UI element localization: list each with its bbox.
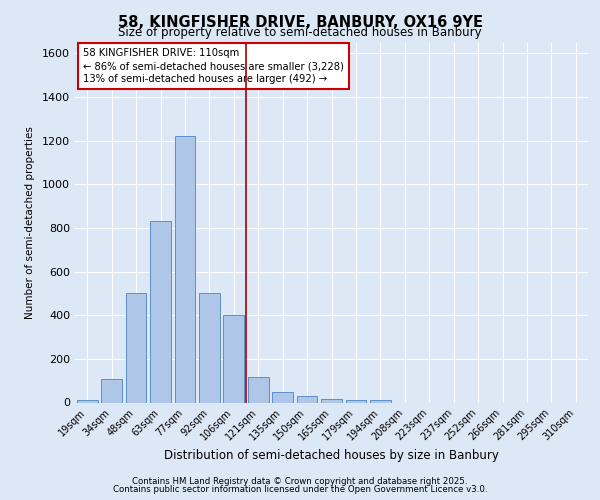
Text: 58 KINGFISHER DRIVE: 110sqm
← 86% of semi-detached houses are smaller (3,228)
13: 58 KINGFISHER DRIVE: 110sqm ← 86% of sem… xyxy=(83,48,344,84)
Bar xyxy=(199,294,220,403)
Text: Contains public sector information licensed under the Open Government Licence v3: Contains public sector information licen… xyxy=(113,485,487,494)
Text: 58, KINGFISHER DRIVE, BANBURY, OX16 9YE: 58, KINGFISHER DRIVE, BANBURY, OX16 9YE xyxy=(118,15,482,30)
Bar xyxy=(125,294,146,403)
Bar xyxy=(272,392,293,402)
Text: Contains HM Land Registry data © Crown copyright and database right 2025.: Contains HM Land Registry data © Crown c… xyxy=(132,477,468,486)
Y-axis label: Number of semi-detached properties: Number of semi-detached properties xyxy=(25,126,35,319)
Bar xyxy=(150,222,171,402)
Bar xyxy=(296,396,317,402)
Bar xyxy=(101,378,122,402)
Bar xyxy=(346,400,367,402)
Bar xyxy=(175,136,196,402)
Bar xyxy=(77,400,98,402)
Bar xyxy=(321,399,342,402)
Bar xyxy=(248,378,269,402)
Bar xyxy=(223,315,244,402)
Text: Size of property relative to semi-detached houses in Banbury: Size of property relative to semi-detach… xyxy=(118,26,482,39)
Bar xyxy=(370,400,391,402)
X-axis label: Distribution of semi-detached houses by size in Banbury: Distribution of semi-detached houses by … xyxy=(164,450,499,462)
